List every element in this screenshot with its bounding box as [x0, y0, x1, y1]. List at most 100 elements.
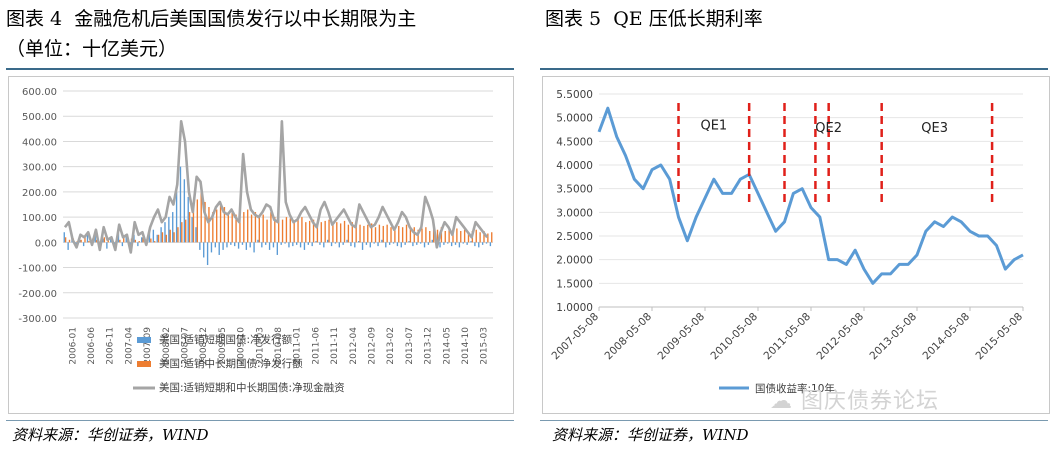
left-bar-short-term — [203, 242, 205, 258]
left-bar-short-term — [296, 242, 298, 245]
left-y-tick-label: -200.00 — [18, 289, 57, 300]
left-bar-short-term — [152, 229, 155, 243]
left-x-tick-label: 2010-08 — [274, 327, 284, 365]
right-annotation-label: QE2 — [815, 121, 842, 136]
left-bar-long-term — [293, 222, 295, 243]
left-x-tick-label: 2007-04 — [124, 327, 134, 365]
left-x-tick-label: 2013-12 — [424, 327, 434, 365]
left-x-tick-label: 2008-02 — [162, 327, 172, 365]
left-y-tick-label: 0.00 — [35, 238, 57, 249]
left-bar-short-term — [148, 232, 151, 243]
left-bar-long-term — [281, 219, 284, 243]
left-bar-long-term — [417, 229, 419, 243]
left-bar-long-term — [394, 228, 396, 243]
left-source: 资料来源：华创证券，WIND — [12, 426, 209, 444]
watermark-text: ☁ 图庆债券论坛 — [770, 383, 939, 415]
left-bar-long-term — [247, 209, 249, 243]
left-bar-long-term — [223, 207, 226, 243]
left-legend-swatch — [137, 361, 151, 367]
left-bar-short-term — [474, 242, 476, 247]
left-bar-long-term — [432, 228, 435, 243]
right-x-tick-label: 2011-05-08 — [761, 311, 813, 363]
left-bar-short-term — [392, 242, 395, 244]
left-bar-long-term — [274, 217, 276, 243]
right-line-10y-yield — [597, 106, 1024, 285]
left-bar-long-term — [409, 228, 412, 243]
left-bar-long-term — [460, 230, 462, 243]
left-bar-short-term — [183, 179, 186, 243]
left-bar-long-term — [487, 233, 489, 243]
right-y-tick-label: 4.5000 — [556, 136, 593, 148]
left-bar-long-term — [463, 229, 466, 243]
left-bar-long-term — [204, 201, 206, 243]
left-x-tick-label: 2008-12 — [199, 327, 209, 365]
left-bar-short-term — [253, 242, 255, 253]
left-bar-short-term — [86, 234, 89, 243]
left-bar-long-term — [80, 239, 82, 243]
left-bar-long-term — [177, 227, 179, 243]
left-bar-short-term — [319, 242, 321, 245]
left-x-tick-label: 2007-09 — [143, 327, 153, 365]
left-bar-long-term — [436, 229, 439, 243]
left-y-tick-label: -100.00 — [18, 264, 57, 275]
left-y-tick-label: 300.00 — [22, 163, 57, 174]
left-bar-short-term — [396, 242, 399, 247]
left-bar-long-term — [359, 224, 361, 243]
left-bar-long-term — [185, 219, 187, 243]
left-bar-short-term — [268, 242, 271, 250]
left-bar-short-term — [179, 166, 182, 243]
left-bar-short-term — [168, 217, 170, 243]
left-bar-long-term — [150, 238, 152, 243]
left-line-net-cash — [63, 119, 489, 254]
left-bar-short-term — [342, 242, 344, 245]
left-bar-short-term — [82, 242, 85, 247]
left-bar-short-term — [354, 242, 356, 248]
left-bar-long-term — [95, 239, 98, 243]
left-bar-long-term — [196, 199, 199, 243]
left-bar-long-term — [262, 214, 264, 243]
left-bar-long-term — [305, 222, 307, 243]
left-bar-long-term — [68, 239, 71, 243]
left-bar-long-term — [332, 224, 334, 243]
left-x-tick-label: 2009-10 — [237, 327, 247, 365]
left-bar-long-term — [161, 232, 164, 243]
right-x-tick-label: 2012-05-08 — [814, 311, 866, 363]
left-bar-long-term — [285, 217, 288, 243]
left-bar-long-term — [378, 224, 381, 243]
left-bar-long-term — [64, 237, 67, 243]
left-bar-long-term — [297, 219, 299, 243]
left-bar-short-term — [427, 242, 430, 245]
left-bar-long-term — [452, 232, 454, 243]
left-bar-long-term — [212, 212, 214, 243]
left-bar-short-term — [249, 242, 251, 248]
left-bar-long-term — [107, 239, 109, 243]
right-x-tick-label: 2013-05-08 — [867, 311, 919, 363]
left-bar-short-term — [489, 242, 492, 247]
left-x-tick-label: 2008-07 — [181, 327, 191, 365]
left-bar-long-term — [119, 239, 121, 243]
left-bar-short-term — [226, 242, 228, 248]
left-bar-long-term — [181, 222, 183, 243]
left-bar-short-term — [412, 242, 414, 247]
left-bar-short-term — [419, 242, 422, 244]
left-bar-long-term — [227, 212, 229, 243]
left-bar-long-term — [169, 229, 171, 243]
left-bar-long-term — [231, 209, 233, 243]
left-bar-short-term — [365, 242, 368, 245]
left-y-tick-label: -300.00 — [18, 314, 57, 325]
left-bar-long-term — [456, 228, 458, 243]
left-x-tick-label: 2011-01 — [293, 327, 303, 365]
left-y-tick-label: 400.00 — [22, 137, 57, 148]
right-source: 资料来源：华创证券，WIND — [552, 426, 749, 444]
left-x-tick-label: 2009-05 — [218, 327, 228, 365]
left-bar-long-term — [355, 223, 357, 243]
left-bar-short-term — [443, 242, 445, 245]
left-bar-short-term — [377, 242, 379, 247]
left-bar-long-term — [188, 212, 191, 243]
left-bar-long-term — [243, 212, 245, 243]
right-x-tick-label: 2015-05-08 — [973, 311, 1025, 363]
left-bar-short-term — [94, 236, 96, 243]
left-bar-short-term — [160, 227, 162, 243]
left-bar-short-term — [462, 242, 464, 244]
left-bar-short-term — [385, 242, 387, 248]
